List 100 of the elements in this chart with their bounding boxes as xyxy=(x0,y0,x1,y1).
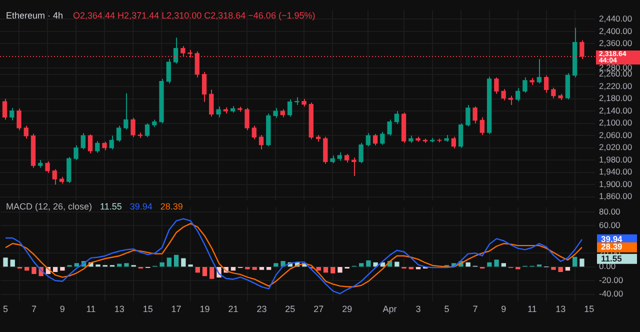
candlestick xyxy=(472,106,478,124)
candlestick xyxy=(95,140,100,154)
bar xyxy=(323,267,328,273)
y-tick-label: 2,100.00 xyxy=(599,118,632,128)
bar xyxy=(166,258,172,267)
x-tick-label: 29 xyxy=(342,304,352,314)
x-tick-label: 11 xyxy=(86,304,96,314)
y-tick-label: 2,020.00 xyxy=(599,142,632,152)
y-tick-label: 1,860.00 xyxy=(599,191,632,202)
y-tick-label: 80.00 xyxy=(599,206,621,216)
candlestick xyxy=(372,134,378,146)
x-tick-label: 13 xyxy=(556,304,566,314)
candlestick xyxy=(287,98,292,118)
bar xyxy=(266,267,272,270)
bar xyxy=(52,267,58,272)
candlestick xyxy=(536,58,542,84)
bar xyxy=(32,267,36,274)
candlestick xyxy=(202,71,207,102)
candlestick xyxy=(252,125,256,140)
x-tick-label: 17 xyxy=(171,304,182,314)
candlestick xyxy=(173,37,178,64)
bar xyxy=(338,267,342,273)
annotation: 28.39 xyxy=(160,201,183,212)
x-tick-label: 9 xyxy=(501,304,506,314)
bar xyxy=(359,263,364,267)
bar xyxy=(160,262,164,267)
bar xyxy=(10,260,15,267)
bar xyxy=(572,256,578,267)
x-tick-label: 15 xyxy=(584,304,594,314)
candlestick xyxy=(80,132,86,150)
x-tick-label: 3 xyxy=(416,304,421,314)
text: 11.55 xyxy=(601,253,622,264)
candlestick xyxy=(66,156,72,184)
y-tick-label: 2,400.00 xyxy=(599,26,632,36)
candlestick xyxy=(130,117,136,138)
candlestick xyxy=(166,58,171,84)
y-tick-label: 2,220.00 xyxy=(599,80,632,91)
y-tick-label: 1,940.00 xyxy=(599,166,632,177)
candlestick xyxy=(209,89,214,118)
chart-subtitle: O2,364.44 H2,371.44 L2,310.00 C2,318.64 −46.06 (−1.95%) xyxy=(73,10,316,20)
y-tick-label: -40.00 xyxy=(599,288,624,299)
x-tick-label: 5 xyxy=(444,304,450,314)
candlestick xyxy=(466,104,470,127)
candlestick xyxy=(74,144,78,161)
x-tick-label: 21 xyxy=(228,304,238,314)
x-tick-label: 19 xyxy=(200,304,210,314)
y-tick-label: 2,440.00 xyxy=(599,14,632,24)
x-tick-label: 27 xyxy=(314,304,324,314)
bar xyxy=(24,267,30,271)
bar xyxy=(202,267,208,276)
bar xyxy=(330,267,336,274)
y-tick-label: 60.00 xyxy=(599,220,621,230)
candlestick xyxy=(387,119,392,136)
candlestick xyxy=(258,134,264,150)
bar xyxy=(373,262,378,267)
candlestick xyxy=(144,122,150,138)
x-tick-label: 7 xyxy=(31,304,36,314)
candlestick xyxy=(10,108,14,121)
y-tick-label: 1,980.00 xyxy=(599,154,632,164)
x-tick-label: 9 xyxy=(60,304,65,314)
bar xyxy=(210,267,214,279)
candlestick xyxy=(116,125,122,142)
candlestick xyxy=(323,136,328,164)
candlestick xyxy=(565,72,570,100)
bar xyxy=(259,267,264,270)
candlestick xyxy=(544,75,549,94)
x-tick-label: 15 xyxy=(142,304,153,314)
bar xyxy=(487,262,492,267)
bar xyxy=(394,262,400,267)
candlestick xyxy=(508,95,514,106)
bar xyxy=(188,264,193,267)
candlestick xyxy=(2,98,8,120)
candlestick xyxy=(501,88,506,101)
bar xyxy=(494,260,499,267)
bar xyxy=(124,263,129,267)
y-tick-label: 0.00 xyxy=(599,261,616,272)
candlestick xyxy=(16,108,22,131)
candlestick xyxy=(366,132,370,147)
candlestick xyxy=(515,88,520,102)
bar xyxy=(274,263,278,267)
annotation: 11.55 xyxy=(100,201,122,212)
x-tick-label: 7 xyxy=(472,304,478,314)
x-tick-label: 13 xyxy=(114,304,124,314)
candlestick xyxy=(522,76,528,94)
text: 28.39 xyxy=(601,242,622,252)
bar xyxy=(551,267,556,270)
candlestick xyxy=(124,92,128,130)
candlestick xyxy=(88,134,93,154)
bar xyxy=(558,267,563,272)
candlestick xyxy=(551,87,556,99)
candlestick xyxy=(273,108,278,118)
bar xyxy=(466,262,470,267)
candlestick xyxy=(45,160,50,174)
bar xyxy=(501,263,506,267)
bar xyxy=(60,267,65,271)
y-tick-label: 1,900.00 xyxy=(599,178,632,189)
x-tick-label: 25 xyxy=(285,304,296,314)
candlestick xyxy=(358,142,364,164)
y-tick-label: 2,060.00 xyxy=(599,130,632,140)
bar xyxy=(96,264,100,267)
